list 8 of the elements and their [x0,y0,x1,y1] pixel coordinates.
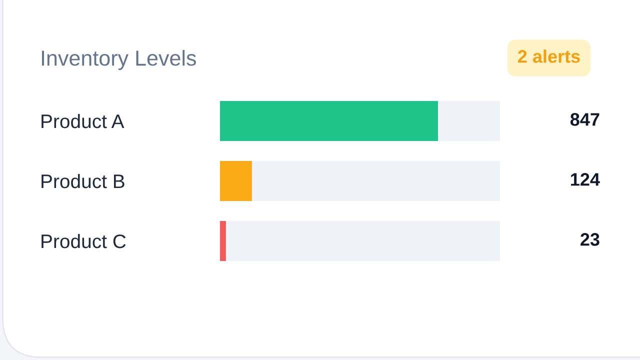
y-tick-label: Product A [42,114,124,128]
data-label: 124 [571,173,600,186]
chart-title: Inventory Levels [42,50,196,70]
y-tick-label: Product B [42,174,124,188]
data-label: 847 [570,113,600,126]
text: 2 alerts [518,50,580,63]
data-label: 23 [580,233,600,246]
y-tick-label: Product C [42,234,126,248]
